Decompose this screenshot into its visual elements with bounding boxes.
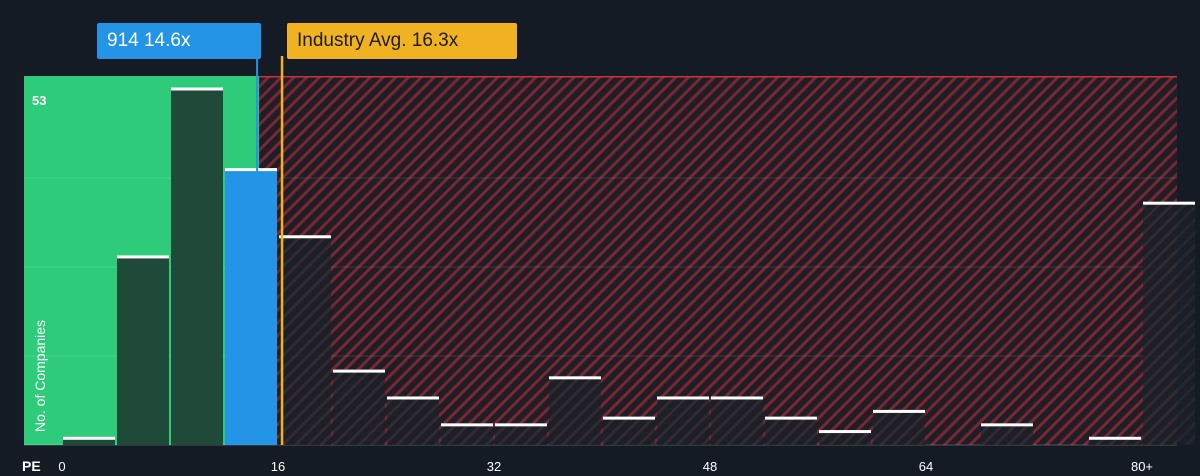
histogram-bar-top: [117, 255, 169, 259]
histogram-bar-top: [387, 396, 439, 400]
histogram-bar: [387, 396, 439, 445]
histogram-bar-body: [765, 418, 817, 445]
histogram-bar-top: [171, 87, 223, 91]
histogram-bar-body: [333, 371, 385, 445]
histogram-bar-top: [765, 416, 817, 420]
histogram-bar: [225, 168, 277, 446]
histogram-bar: [1089, 436, 1141, 445]
histogram-bar-body: [711, 397, 763, 445]
histogram-bar-top: [549, 376, 601, 380]
histogram-bar: [657, 396, 709, 445]
histogram-bar-body: [117, 256, 169, 445]
histogram-bar: [117, 255, 169, 445]
company-pe-label: 914 14.6x: [107, 30, 191, 51]
histogram-bar-top: [603, 416, 655, 420]
x-tick-label: 48: [703, 459, 717, 474]
histogram-bar: [495, 423, 547, 445]
histogram-bar: [549, 376, 601, 445]
histogram-bar-body: [387, 397, 439, 445]
y-axis-max-label: 53: [32, 93, 46, 108]
histogram-bar-body: [873, 411, 925, 445]
histogram-bar: [333, 369, 385, 445]
histogram-bar-top: [225, 168, 277, 172]
histogram-bar-top: [63, 436, 115, 440]
histogram-bar-top: [981, 423, 1033, 427]
industry-avg-callout: Industry Avg. 16.3x: [287, 23, 517, 59]
histogram-bar-body: [495, 424, 547, 445]
x-axis-title: PE: [22, 458, 41, 474]
histogram-bar-body: [1143, 203, 1195, 445]
histogram-bar-top: [333, 369, 385, 373]
x-tick-label: 64: [919, 459, 933, 474]
overvalued-zone: [259, 76, 1178, 445]
histogram-bar-body: [657, 397, 709, 445]
histogram-bar-body: [441, 424, 493, 445]
histogram-bar-top: [657, 396, 709, 400]
histogram-bar: [441, 423, 493, 445]
histogram-bar-body: [225, 169, 277, 446]
histogram-bar: [279, 235, 331, 445]
histogram-bar-top: [279, 235, 331, 239]
histogram-bar-top: [873, 409, 925, 413]
histogram-bar: [765, 416, 817, 445]
y-axis-title: No. of Companies: [32, 320, 48, 432]
histogram-bar-body: [549, 377, 601, 445]
histogram-bar: [63, 436, 115, 445]
histogram-bar-top: [819, 430, 871, 434]
x-tick-label: 16: [271, 459, 285, 474]
histogram-bar: [981, 423, 1033, 445]
histogram-bar-body: [1089, 438, 1141, 445]
histogram-bar-top: [495, 423, 547, 427]
histogram-bar: [171, 87, 223, 445]
histogram-bar: [1143, 201, 1195, 445]
histogram-bar-top: [711, 396, 763, 400]
histogram-bar-top: [441, 423, 493, 427]
histogram-bar: [819, 430, 871, 445]
histogram-bar-body: [981, 424, 1033, 445]
histogram-bar: [711, 396, 763, 445]
overvalued-zone-top-border: [259, 76, 1178, 78]
histogram-bar-body: [171, 89, 223, 445]
histogram-bar-body: [603, 418, 655, 445]
histogram-bar: [873, 409, 925, 445]
x-tick-label: 0: [58, 459, 65, 474]
x-tick-label: 32: [487, 459, 501, 474]
histogram-bar-top: [1143, 201, 1195, 205]
histogram-bar-top: [1089, 436, 1141, 440]
histogram-bar-body: [819, 431, 871, 445]
company-pe-callout: 914 14.6x: [97, 23, 261, 59]
histogram-bar-body: [279, 236, 331, 445]
histogram-bar-body: [63, 438, 115, 445]
x-tick-label: 80+: [1131, 459, 1153, 474]
histogram-bar: [603, 416, 655, 445]
industry-avg-label: Industry Avg. 16.3x: [297, 30, 459, 51]
